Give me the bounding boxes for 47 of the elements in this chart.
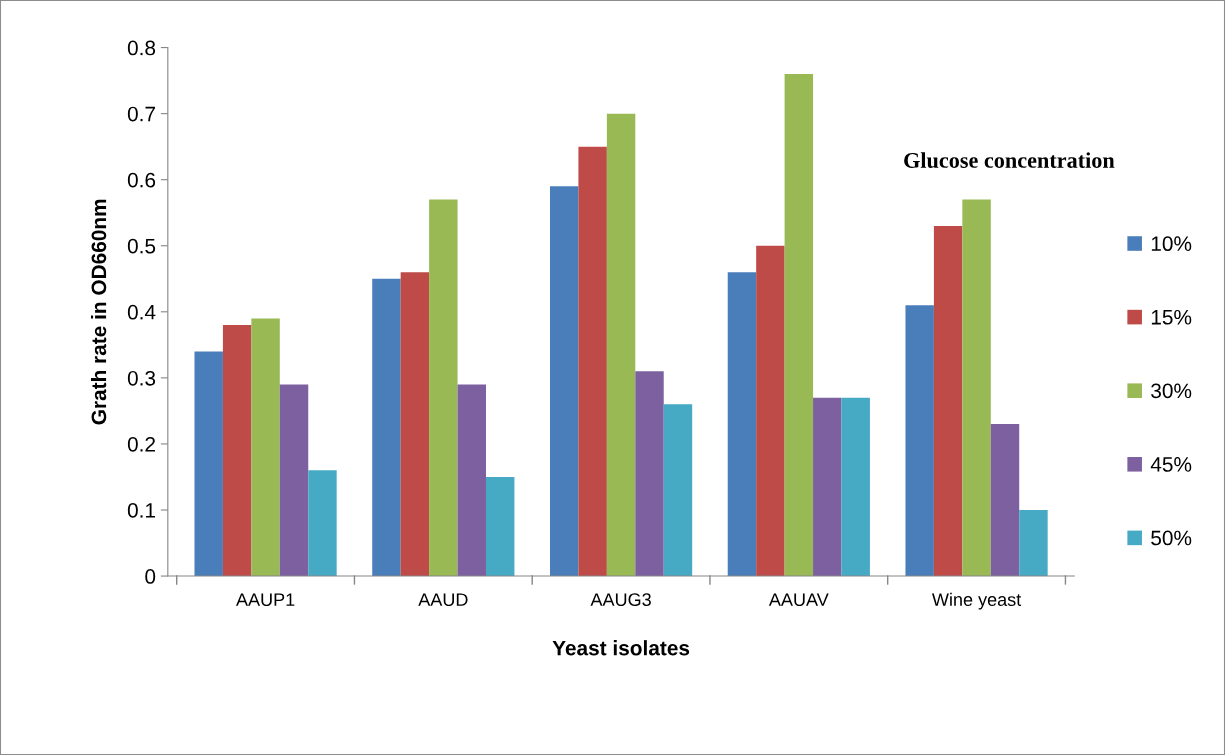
legend-label: 15% <box>1151 309 1192 325</box>
y-axis-title: Grath rate in OD660nm <box>90 199 107 425</box>
bar <box>457 384 486 577</box>
bar <box>756 245 785 577</box>
y-tick-label: 0.2 <box>127 436 155 452</box>
legend-label: 30% <box>1151 383 1192 399</box>
bar <box>813 397 842 577</box>
bar <box>990 424 1020 577</box>
bar <box>279 384 309 577</box>
bar <box>962 199 991 577</box>
y-tick-label: 0.3 <box>127 370 156 386</box>
bar <box>841 397 870 577</box>
y-tick-label: 0.7 <box>127 106 155 122</box>
y-tick-label: 0.6 <box>127 172 156 188</box>
y-tick-label: 0.8 <box>127 40 156 56</box>
x-tick-label: AAUP1 <box>236 593 295 606</box>
bar <box>400 272 430 577</box>
x-axis-title: Yeast isolates <box>552 640 690 656</box>
bar <box>194 351 223 577</box>
y-tick-label: 0.4 <box>127 304 156 320</box>
y-tick-label: 0.5 <box>127 238 156 254</box>
bar <box>663 404 693 577</box>
bar <box>905 305 934 577</box>
x-tick-label: AAUAV <box>768 593 829 606</box>
y-tick-label: 0.1 <box>127 503 156 518</box>
y-tick-label: 0 <box>145 569 156 584</box>
bar <box>606 113 636 577</box>
bar <box>372 278 401 577</box>
x-tick-label: Wine yeast <box>931 592 1022 610</box>
bar <box>1019 510 1048 577</box>
legend-label: 50% <box>1151 530 1192 546</box>
bar <box>222 325 252 577</box>
x-tick-label: AAUG3 <box>590 593 651 606</box>
legend-title: Glucose concentration <box>904 152 1115 168</box>
bar <box>549 186 579 577</box>
bar <box>635 371 664 577</box>
bar <box>308 470 337 577</box>
x-tick-label: AAUD <box>418 593 468 606</box>
bar <box>429 199 458 577</box>
bar <box>727 272 757 577</box>
legend-label: 45% <box>1150 457 1192 472</box>
bar <box>784 73 814 577</box>
bar <box>578 146 607 577</box>
bar <box>933 225 963 577</box>
bar <box>251 318 280 577</box>
bar <box>485 476 515 577</box>
legend-label: 10% <box>1151 236 1192 252</box>
